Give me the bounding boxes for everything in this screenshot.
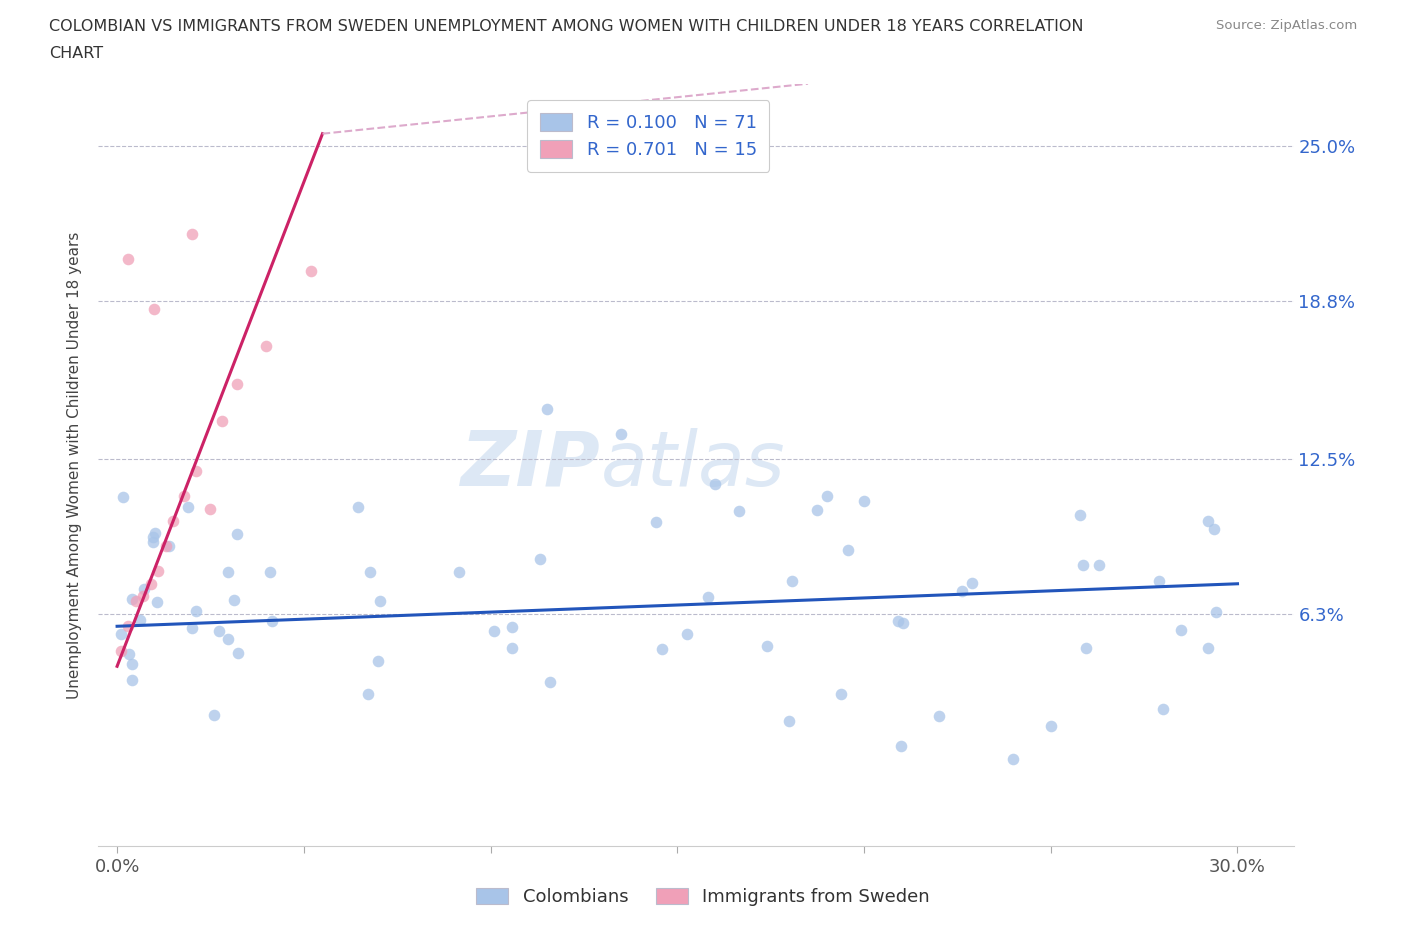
Point: [1074, 641, 1097, 656]
Point: [1197, 513, 1219, 528]
Point: [134, 581, 156, 596]
Point: [482, 624, 505, 639]
Point: [125, 594, 148, 609]
Point: [887, 614, 910, 629]
Point: [222, 592, 245, 607]
Point: [117, 251, 139, 266]
Point: [651, 642, 673, 657]
Point: [142, 529, 165, 544]
Point: [755, 639, 778, 654]
Point: [928, 709, 950, 724]
Point: [217, 631, 239, 646]
Point: [259, 565, 281, 579]
Point: [177, 499, 200, 514]
Point: [143, 525, 166, 540]
Point: [186, 604, 208, 618]
Point: [200, 501, 222, 516]
Y-axis label: Unemployment Among Women with Children Under 18 years: Unemployment Among Women with Children U…: [67, 232, 83, 698]
Point: [162, 513, 184, 528]
Point: [806, 503, 828, 518]
Point: [132, 589, 155, 604]
Point: [778, 714, 800, 729]
Point: [146, 595, 169, 610]
Point: [110, 644, 132, 658]
Point: [1202, 522, 1225, 537]
Point: [226, 527, 249, 542]
Point: [359, 565, 381, 579]
Point: [142, 535, 165, 550]
Text: Source: ZipAtlas.com: Source: ZipAtlas.com: [1216, 19, 1357, 32]
Point: [157, 538, 180, 553]
Point: [830, 686, 852, 701]
Point: [181, 620, 204, 635]
Point: [815, 489, 838, 504]
Point: [180, 226, 202, 241]
Point: [696, 590, 718, 604]
Point: [645, 514, 668, 529]
Point: [891, 615, 914, 630]
Point: [184, 464, 207, 479]
Point: [260, 614, 283, 629]
Point: [782, 574, 804, 589]
Point: [299, 264, 322, 279]
Point: [225, 377, 247, 392]
Point: [112, 490, 135, 505]
Point: [501, 619, 523, 634]
Point: [962, 576, 984, 591]
Text: COLOMBIAN VS IMMIGRANTS FROM SWEDEN UNEMPLOYMENT AMONG WOMEN WITH CHILDREN UNDER: COLOMBIAN VS IMMIGRANTS FROM SWEDEN UNEM…: [49, 19, 1084, 33]
Point: [202, 708, 225, 723]
Point: [121, 673, 143, 688]
Point: [208, 623, 231, 638]
Point: [121, 657, 143, 671]
Point: [347, 499, 370, 514]
Point: [173, 489, 195, 504]
Point: [148, 564, 170, 578]
Point: [728, 503, 751, 518]
Point: [1205, 604, 1227, 619]
Point: [1039, 719, 1062, 734]
Point: [217, 565, 239, 579]
Point: [536, 402, 558, 417]
Point: [501, 641, 523, 656]
Text: atlas: atlas: [600, 428, 785, 502]
Point: [529, 552, 551, 567]
Point: [1152, 701, 1174, 716]
Point: [675, 627, 697, 642]
Point: [139, 577, 162, 591]
Point: [1170, 622, 1192, 637]
Point: [368, 593, 391, 608]
Point: [121, 591, 143, 606]
Point: [367, 653, 389, 668]
Text: CHART: CHART: [49, 46, 103, 61]
Point: [1147, 574, 1170, 589]
Point: [837, 543, 859, 558]
Point: [155, 538, 177, 553]
Point: [538, 675, 561, 690]
Point: [890, 738, 912, 753]
Point: [1197, 641, 1219, 656]
Point: [1087, 558, 1109, 573]
Point: [1069, 508, 1091, 523]
Point: [118, 646, 141, 661]
Point: [357, 686, 380, 701]
Point: [256, 339, 278, 353]
Point: [610, 426, 633, 441]
Point: [129, 612, 152, 627]
Point: [226, 646, 249, 661]
Point: [143, 301, 166, 316]
Point: [853, 494, 876, 509]
Point: [117, 618, 139, 633]
Text: ZIP: ZIP: [461, 428, 600, 502]
Legend: Colombians, Immigrants from Sweden: Colombians, Immigrants from Sweden: [468, 881, 938, 913]
Point: [1073, 557, 1095, 572]
Point: [449, 565, 471, 579]
Point: [1002, 751, 1025, 766]
Point: [211, 414, 233, 429]
Point: [110, 627, 132, 642]
Legend: R = 0.100   N = 71, R = 0.701   N = 15: R = 0.100 N = 71, R = 0.701 N = 15: [527, 100, 769, 171]
Point: [703, 476, 725, 491]
Point: [950, 583, 973, 598]
